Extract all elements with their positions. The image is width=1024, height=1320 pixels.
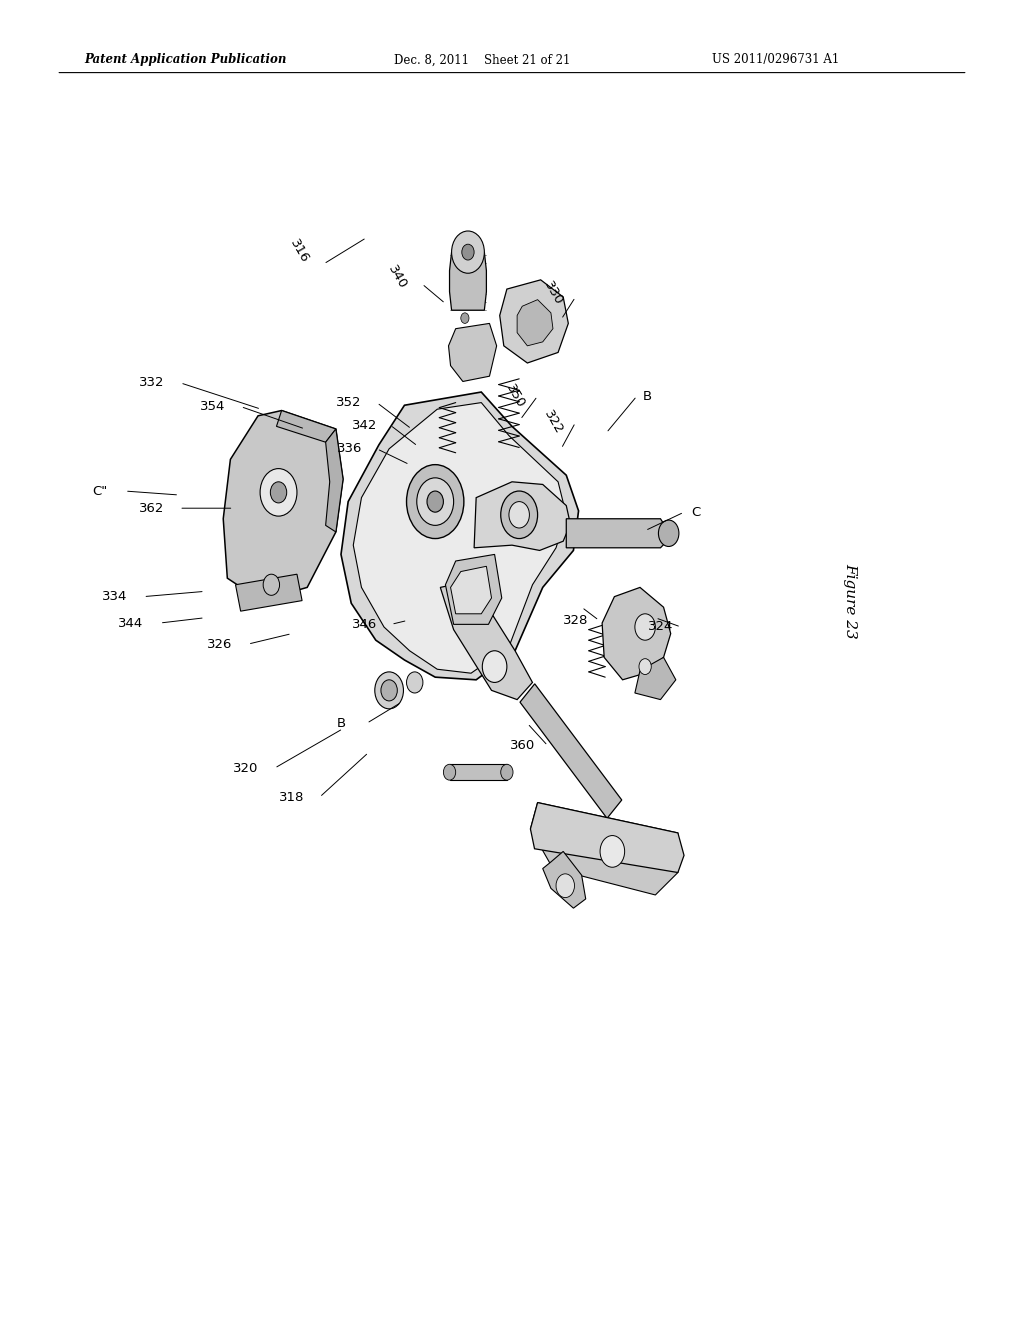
Text: 324: 324	[648, 620, 673, 634]
Text: 362: 362	[139, 502, 164, 515]
Text: Patent Application Publication: Patent Application Publication	[84, 53, 287, 66]
Polygon shape	[445, 554, 502, 624]
Circle shape	[461, 313, 469, 323]
Text: 326: 326	[208, 638, 232, 651]
Circle shape	[501, 764, 513, 780]
Circle shape	[263, 574, 280, 595]
Circle shape	[509, 502, 529, 528]
Circle shape	[452, 231, 484, 273]
Text: B: B	[337, 717, 345, 730]
Polygon shape	[236, 574, 302, 611]
Text: 320: 320	[233, 762, 258, 775]
Text: 334: 334	[102, 590, 127, 603]
Circle shape	[556, 874, 574, 898]
Text: Figure 23: Figure 23	[843, 562, 857, 639]
Polygon shape	[517, 300, 553, 346]
Text: 336: 336	[337, 442, 361, 455]
Circle shape	[381, 680, 397, 701]
Text: 360: 360	[510, 739, 535, 752]
Circle shape	[270, 482, 287, 503]
Text: 318: 318	[280, 791, 304, 804]
Text: 322: 322	[541, 408, 565, 437]
Polygon shape	[530, 803, 684, 873]
Polygon shape	[474, 482, 570, 550]
Polygon shape	[520, 684, 622, 818]
Circle shape	[443, 764, 456, 780]
Polygon shape	[530, 803, 678, 895]
Polygon shape	[449, 323, 497, 381]
Polygon shape	[451, 566, 492, 614]
Text: 354: 354	[201, 400, 225, 413]
Polygon shape	[543, 851, 586, 908]
Circle shape	[635, 614, 655, 640]
Circle shape	[658, 520, 679, 546]
Text: 316: 316	[287, 236, 311, 265]
Circle shape	[600, 836, 625, 867]
Text: 330: 330	[541, 279, 565, 308]
Polygon shape	[450, 764, 507, 780]
Text: US 2011/0296731 A1: US 2011/0296731 A1	[712, 53, 839, 66]
Polygon shape	[341, 392, 579, 680]
Circle shape	[407, 672, 423, 693]
Polygon shape	[353, 403, 566, 673]
Polygon shape	[223, 411, 343, 601]
Text: 340: 340	[385, 263, 410, 292]
Circle shape	[417, 478, 454, 525]
Polygon shape	[635, 657, 676, 700]
Text: 342: 342	[352, 418, 377, 432]
Text: Dec. 8, 2011    Sheet 21 of 21: Dec. 8, 2011 Sheet 21 of 21	[394, 53, 570, 66]
Circle shape	[427, 491, 443, 512]
Polygon shape	[276, 411, 336, 442]
Circle shape	[462, 244, 474, 260]
Text: 332: 332	[139, 376, 164, 389]
Polygon shape	[500, 280, 568, 363]
Circle shape	[482, 651, 507, 682]
Text: 352: 352	[337, 396, 361, 409]
Text: 346: 346	[352, 618, 377, 631]
Polygon shape	[602, 587, 671, 680]
Circle shape	[375, 672, 403, 709]
Text: 344: 344	[119, 616, 143, 630]
Polygon shape	[326, 429, 343, 532]
Text: 328: 328	[563, 614, 588, 627]
Polygon shape	[566, 519, 669, 548]
Circle shape	[501, 491, 538, 539]
Text: B: B	[643, 389, 651, 403]
Circle shape	[260, 469, 297, 516]
Circle shape	[639, 659, 651, 675]
Polygon shape	[440, 581, 532, 700]
Text: 350: 350	[503, 381, 527, 411]
Circle shape	[407, 465, 464, 539]
Text: C": C"	[93, 484, 108, 498]
Text: C: C	[691, 506, 701, 519]
Polygon shape	[450, 252, 486, 310]
